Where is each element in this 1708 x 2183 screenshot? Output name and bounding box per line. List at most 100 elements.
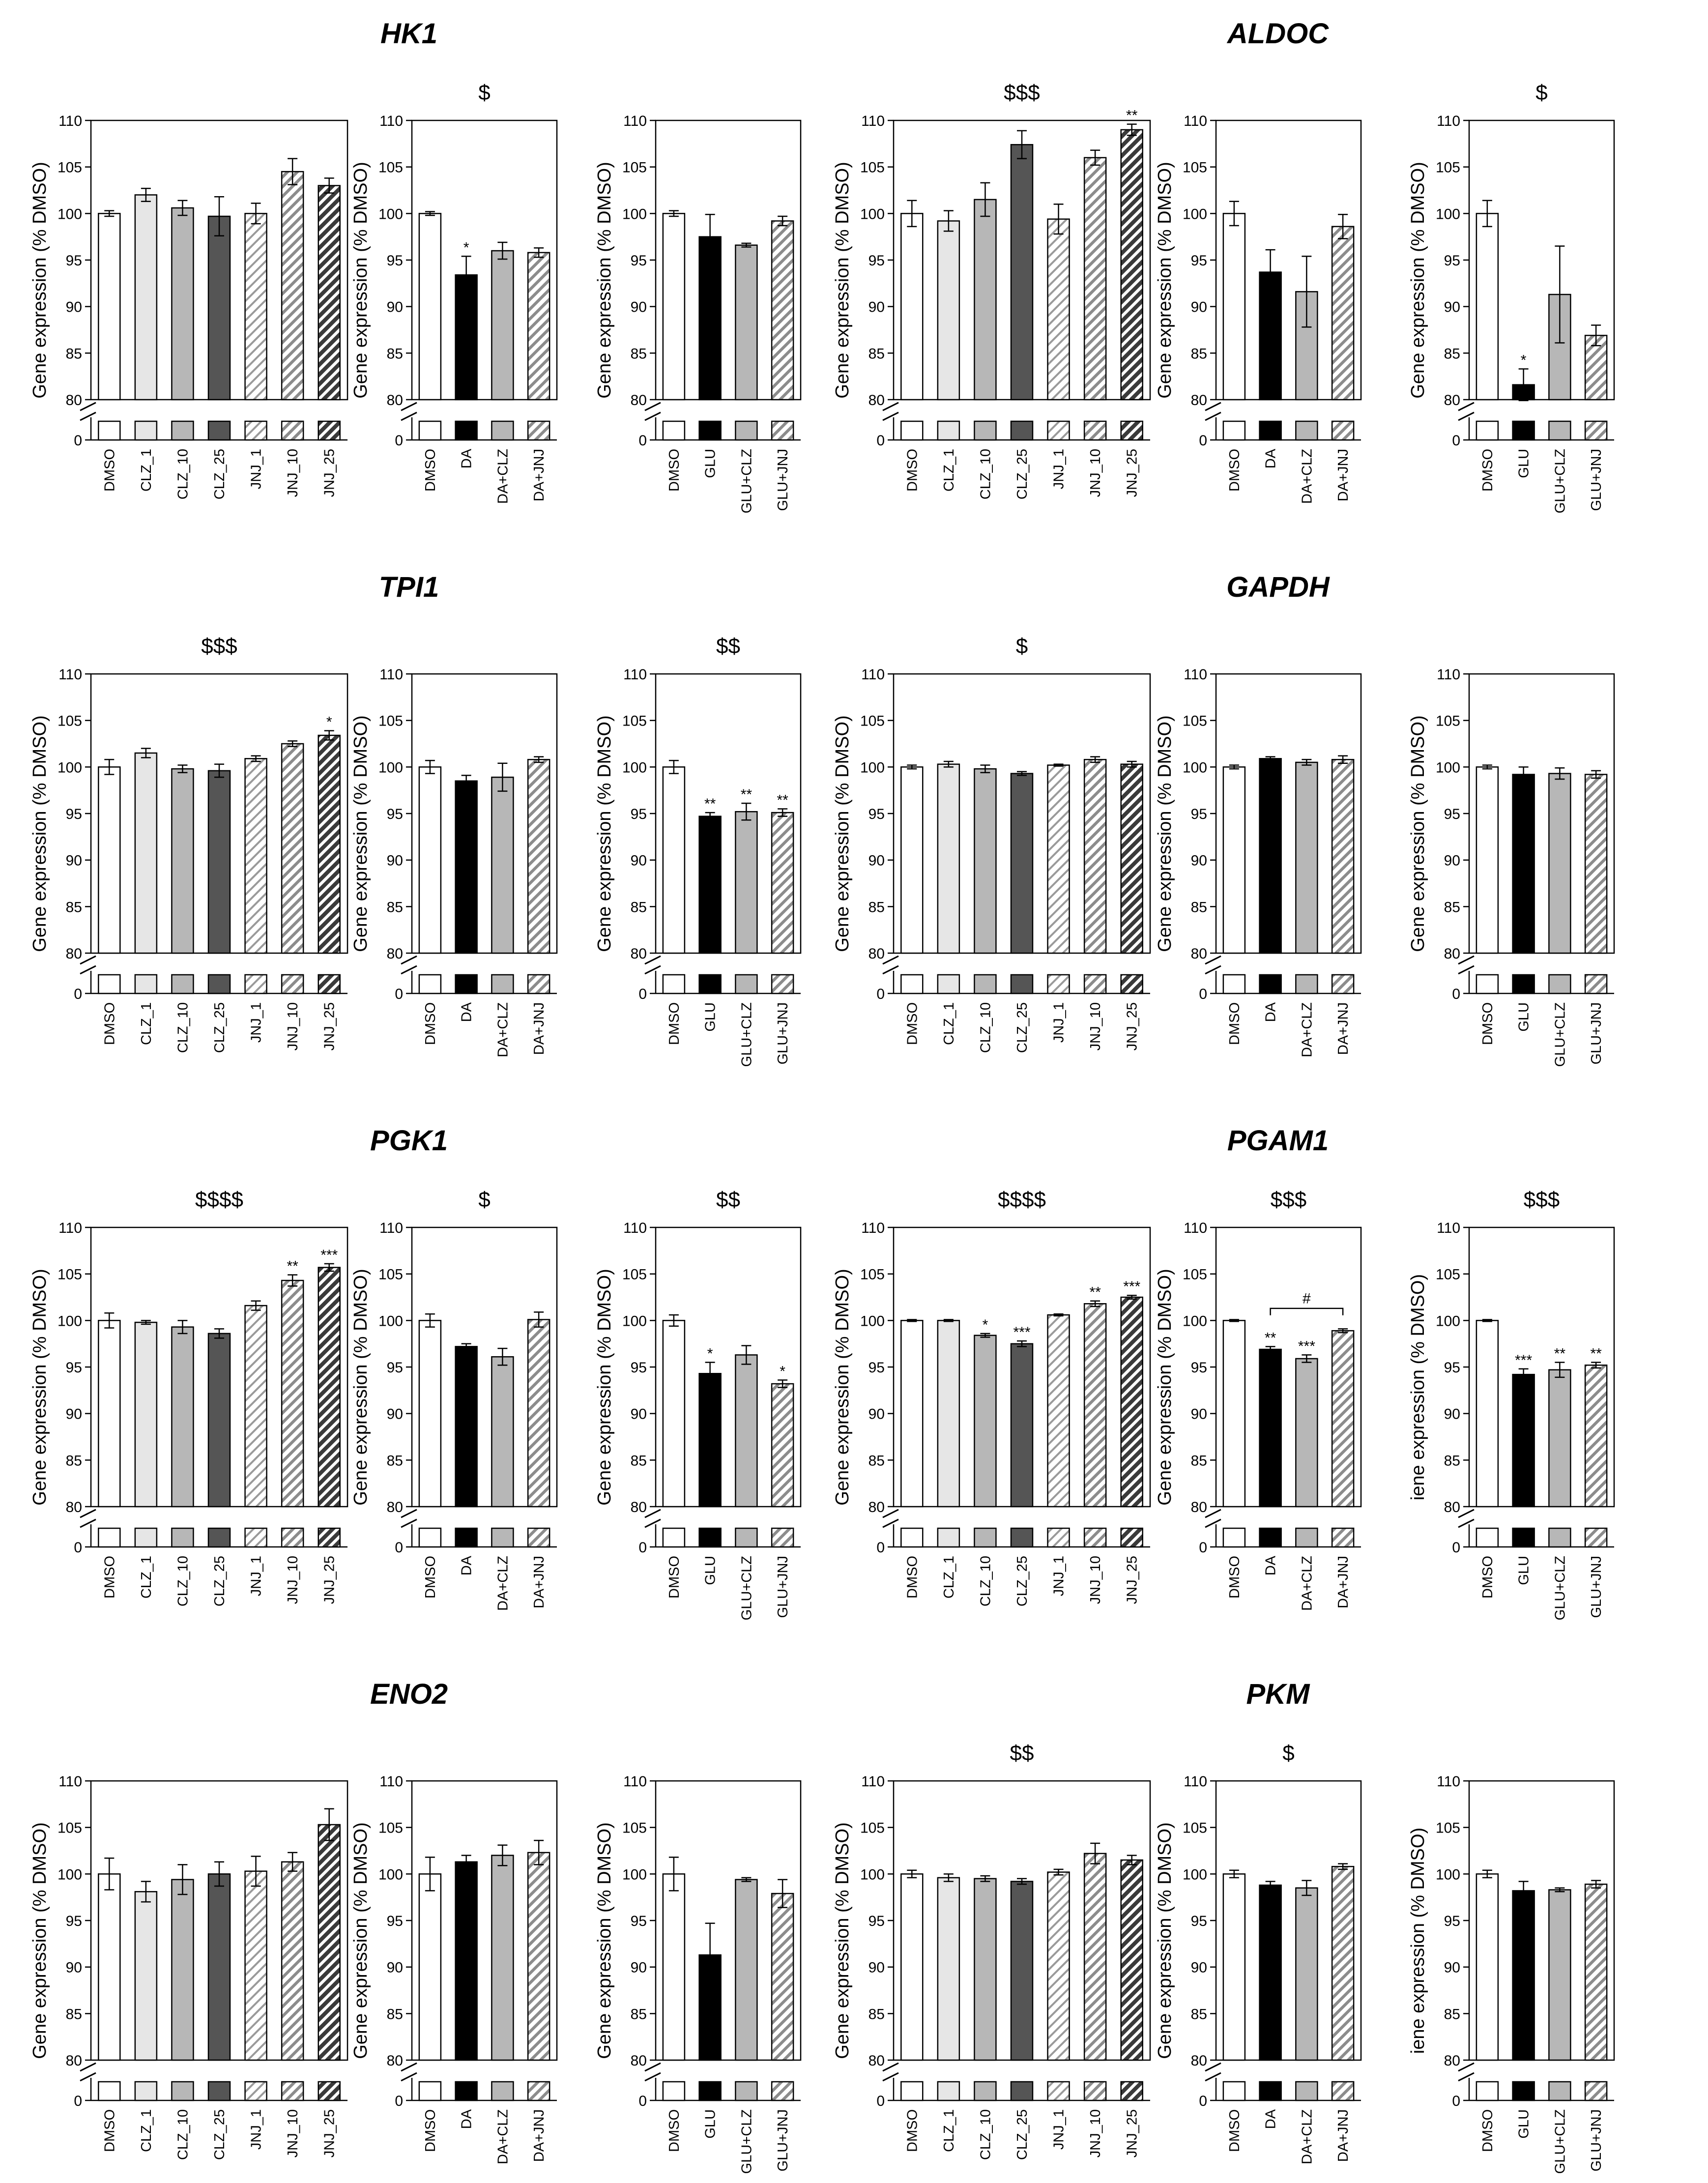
axis-break-mark <box>80 411 96 421</box>
bar-jnj-25 <box>1120 129 1143 401</box>
category-label: GLU+JNJ <box>775 2109 791 2172</box>
bar-glu-clz <box>1548 293 1571 401</box>
y-tick-label: 100 <box>622 1866 647 1883</box>
gene-title-eno2: ENO2 <box>370 1678 448 1710</box>
bar-stub-clz-25 <box>1010 2081 1034 2101</box>
bar-dmso <box>900 1320 924 1508</box>
bar-stub-da-jnj <box>527 2081 550 2101</box>
bar-dmso <box>1222 766 1246 954</box>
bar-stub-jnj-10 <box>1083 420 1107 441</box>
category-label: CLZ_10 <box>978 1002 993 1053</box>
bar-stub-jnj-25 <box>1120 974 1143 994</box>
category-label: CLZ_10 <box>978 449 993 499</box>
y-tick-label: 90 <box>868 1406 885 1423</box>
y-axis-label: Gene expression (% DMSO) <box>1155 715 1175 952</box>
y-axis-label: Gene expression (% DMSO) <box>1408 715 1428 952</box>
bar-stub-da-jnj <box>1331 1527 1355 1548</box>
y-tick-label: 100 <box>58 206 82 222</box>
y-axis-label: Gene expression (% DMSO) <box>594 162 615 399</box>
y-tick-label: 95 <box>868 806 885 822</box>
bar-stub-clz-1 <box>937 420 960 441</box>
bar-glu-jnj <box>771 220 794 401</box>
y-tick-label: 95 <box>1191 1360 1207 1376</box>
y-tick-label: 110 <box>623 667 647 683</box>
y-tick-label: 110 <box>379 1220 403 1236</box>
category-label: GLU+CLZ <box>1552 1556 1568 1620</box>
y-tick-label: 85 <box>387 346 403 362</box>
significance-star: *** <box>1515 1352 1532 1368</box>
y-tick-label: 110 <box>58 1220 82 1236</box>
category-label: DA <box>459 1555 475 1575</box>
category-label: GLU+CLZ <box>739 449 754 513</box>
bar-stub-da-jnj <box>1331 2081 1355 2101</box>
category-label: JNJ_1 <box>249 449 264 489</box>
bar-clz-10 <box>974 768 997 954</box>
bar-clz-10 <box>171 1879 194 2061</box>
y-tick-label: 95 <box>1191 253 1207 269</box>
bar-stub-glu-jnj <box>1584 420 1608 441</box>
axis-break-mark <box>80 1509 96 1518</box>
bar-stub-glu-jnj <box>771 2081 794 2101</box>
category-label: GLU+JNJ <box>775 449 791 511</box>
category-label: DA+JNJ <box>1335 1556 1351 1608</box>
bar-stub-jnj-10 <box>1083 2081 1107 2101</box>
axis-break-mark <box>401 1509 417 1518</box>
axis-break-mark <box>1205 955 1221 965</box>
y-tick-label: 80 <box>1191 946 1207 962</box>
y-tick-label: 90 <box>1444 1960 1460 1976</box>
bar-stub-dmso <box>662 974 686 994</box>
bar-stub-glu <box>1512 974 1535 994</box>
y-axis-label: Gene expression (% DMSO) <box>1155 1822 1175 2059</box>
bar-jnj-10 <box>1083 758 1107 954</box>
significance-marker: $$$$ <box>998 1188 1046 1212</box>
category-label: DA+CLZ <box>1299 2109 1315 2164</box>
bar-stub-da <box>1259 974 1282 994</box>
chart-eno2-glu: 80 85 90 95 100 105 110 0 Gene expression (% DMS… <box>594 1774 802 2174</box>
y-tick-label: 105 <box>378 1820 403 1836</box>
bar-jnj-1 <box>1047 218 1070 401</box>
category-label: DA+CLZ <box>495 2109 511 2164</box>
category-label: JNJ_25 <box>1125 449 1140 497</box>
y-zero-label: 0 <box>1452 986 1460 1002</box>
bar-jnj-1 <box>244 213 267 401</box>
category-label: GLU <box>1516 1556 1532 1585</box>
bar-da-jnj <box>1331 1865 1355 2061</box>
bar-stub-dmso <box>1222 420 1246 441</box>
bar-dmso <box>662 1320 686 1508</box>
y-tick-label: 85 <box>1444 346 1460 362</box>
category-label: DA+JNJ <box>1335 1002 1351 1055</box>
y-tick-label: 80 <box>387 392 403 408</box>
significance-marker: $$$ <box>1004 81 1040 105</box>
y-tick-label: 95 <box>868 253 885 269</box>
y-tick-label: 100 <box>378 1313 403 1329</box>
y-tick-label: 85 <box>1444 1453 1460 1469</box>
y-tick-label: 90 <box>868 853 885 869</box>
bar-stub-glu-clz <box>735 1527 758 1548</box>
axis-break-mark <box>1458 1509 1475 1518</box>
y-tick-label: 105 <box>860 1267 885 1283</box>
chart-aldoc-clz-jnj: 80 85 90 95 100 105 110 0 Gene expression (% DMS… <box>832 81 1151 499</box>
category-label: GLU <box>703 1002 719 1032</box>
category-label: DA <box>459 2109 475 2129</box>
significance-marker: $ <box>478 81 490 105</box>
y-tick-label: 110 <box>379 113 403 129</box>
bar-jnj-10 <box>1083 157 1107 401</box>
category-label: CLZ_10 <box>978 2109 993 2160</box>
chart-pgam1-glu: 80 85 90 95 100 105 110 0 iene expression (% DMS… <box>1408 1188 1615 1620</box>
y-axis-label: Gene expression (% DMSO) <box>832 1269 853 1506</box>
y-tick-label: 105 <box>378 1267 403 1283</box>
bar-dmso <box>418 1873 442 2061</box>
axis-break-mark <box>401 2072 417 2082</box>
y-axis-label: Gene expression (% DMSO) <box>832 1822 853 2059</box>
y-axis-label: Gene expression (% DMSO) <box>594 1269 615 1506</box>
bar-stub-clz-1 <box>937 974 960 994</box>
y-tick-label: 85 <box>1191 2006 1207 2022</box>
y-zero-label: 0 <box>638 2093 647 2109</box>
significance-star: * <box>1521 352 1527 369</box>
category-label: CLZ_1 <box>941 2109 957 2152</box>
bar-stub-jnj-1 <box>1047 1527 1070 1548</box>
category-label: GLU+JNJ <box>1589 1556 1604 1618</box>
y-tick-label: 90 <box>1191 1960 1207 1976</box>
significance-star: * <box>326 714 332 730</box>
bar-stub-glu-jnj <box>771 420 794 441</box>
